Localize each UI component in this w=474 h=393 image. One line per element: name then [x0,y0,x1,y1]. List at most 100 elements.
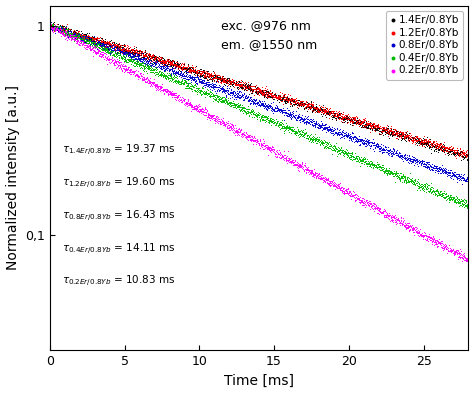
1.2Er/0.8Yb [174,64,182,70]
1.2Er/0.8Yb [122,45,129,51]
1.2Er/0.8Yb [133,49,141,55]
0.4Er/0.8Yb [100,47,108,53]
0.4Er/0.8Yb [325,145,333,151]
1.2Er/0.8Yb [80,33,87,39]
0.2Er/0.8Yb [409,225,417,231]
0.2Er/0.8Yb [382,213,390,220]
1.2Er/0.8Yb [412,134,420,140]
1.2Er/0.8Yb [424,140,432,146]
0.2Er/0.8Yb [277,149,284,156]
1.4Er/0.8Yb [240,83,248,89]
0.4Er/0.8Yb [456,198,464,204]
0.2Er/0.8Yb [286,156,293,162]
1.4Er/0.8Yb [178,62,185,68]
0.8Er/0.8Yb [356,137,364,143]
0.8Er/0.8Yb [147,62,155,68]
1.4Er/0.8Yb [385,129,392,135]
0.4Er/0.8Yb [97,41,105,47]
0.4Er/0.8Yb [365,161,373,167]
0.8Er/0.8Yb [270,107,277,113]
0.2Er/0.8Yb [104,55,112,62]
0.4Er/0.8Yb [426,186,434,193]
1.4Er/0.8Yb [353,119,360,125]
0.4Er/0.8Yb [65,33,73,40]
0.4Er/0.8Yb [117,51,124,58]
0.8Er/0.8Yb [376,145,384,151]
0.4Er/0.8Yb [463,202,471,209]
0.2Er/0.8Yb [209,113,216,119]
0.2Er/0.8Yb [255,140,263,146]
1.4Er/0.8Yb [232,78,239,84]
1.2Er/0.8Yb [75,34,82,40]
1.4Er/0.8Yb [182,64,190,70]
0.2Er/0.8Yb [274,150,282,156]
0.2Er/0.8Yb [280,154,287,161]
0.4Er/0.8Yb [64,26,72,32]
0.2Er/0.8Yb [168,91,175,97]
0.2Er/0.8Yb [287,160,295,166]
0.2Er/0.8Yb [286,156,293,162]
1.4Er/0.8Yb [191,70,199,76]
1.4Er/0.8Yb [128,46,135,52]
1.4Er/0.8Yb [254,83,261,90]
0.2Er/0.8Yb [306,170,314,176]
1.2Er/0.8Yb [456,145,464,152]
1.4Er/0.8Yb [313,105,320,111]
0.2Er/0.8Yb [108,58,115,64]
0.2Er/0.8Yb [250,138,257,144]
0.8Er/0.8Yb [351,134,358,141]
0.2Er/0.8Yb [169,90,177,96]
1.4Er/0.8Yb [404,136,412,143]
1.2Er/0.8Yb [447,147,454,153]
0.8Er/0.8Yb [363,138,371,145]
1.4Er/0.8Yb [275,93,283,99]
0.4Er/0.8Yb [91,45,99,51]
0.4Er/0.8Yb [140,64,147,70]
0.2Er/0.8Yb [328,178,336,185]
0.2Er/0.8Yb [117,64,124,70]
0.2Er/0.8Yb [256,136,264,142]
0.4Er/0.8Yb [455,200,463,206]
1.2Er/0.8Yb [217,80,224,86]
0.4Er/0.8Yb [326,143,333,149]
0.2Er/0.8Yb [336,184,343,191]
0.2Er/0.8Yb [137,73,145,79]
1.2Er/0.8Yb [289,97,297,103]
0.4Er/0.8Yb [417,183,425,189]
0.8Er/0.8Yb [285,113,292,119]
0.4Er/0.8Yb [408,177,416,184]
1.4Er/0.8Yb [330,110,338,116]
0.8Er/0.8Yb [345,131,352,137]
0.8Er/0.8Yb [417,160,425,166]
1.4Er/0.8Yb [404,136,411,143]
0.8Er/0.8Yb [422,162,430,168]
0.4Er/0.8Yb [245,109,253,115]
1.4Er/0.8Yb [459,156,466,162]
1.2Er/0.8Yb [417,138,425,144]
0.8Er/0.8Yb [203,79,211,85]
1.4Er/0.8Yb [146,54,153,60]
1.4Er/0.8Yb [157,54,165,60]
0.8Er/0.8Yb [282,110,289,116]
1.2Er/0.8Yb [365,118,372,124]
1.4Er/0.8Yb [67,31,75,38]
1.4Er/0.8Yb [99,38,107,44]
1.4Er/0.8Yb [371,125,379,131]
0.4Er/0.8Yb [126,56,133,62]
0.2Er/0.8Yb [167,89,174,95]
1.4Er/0.8Yb [101,38,109,44]
1.4Er/0.8Yb [177,65,184,71]
0.4Er/0.8Yb [298,132,305,138]
0.8Er/0.8Yb [244,94,251,100]
0.8Er/0.8Yb [98,44,105,50]
0.4Er/0.8Yb [355,159,363,165]
1.2Er/0.8Yb [279,92,287,99]
0.8Er/0.8Yb [65,29,73,36]
0.4Er/0.8Yb [193,85,201,91]
1.4Er/0.8Yb [206,74,213,80]
0.2Er/0.8Yb [400,217,408,224]
0.2Er/0.8Yb [246,133,254,140]
0.8Er/0.8Yb [331,130,338,136]
1.4Er/0.8Yb [254,88,262,95]
0.4Er/0.8Yb [88,40,95,46]
